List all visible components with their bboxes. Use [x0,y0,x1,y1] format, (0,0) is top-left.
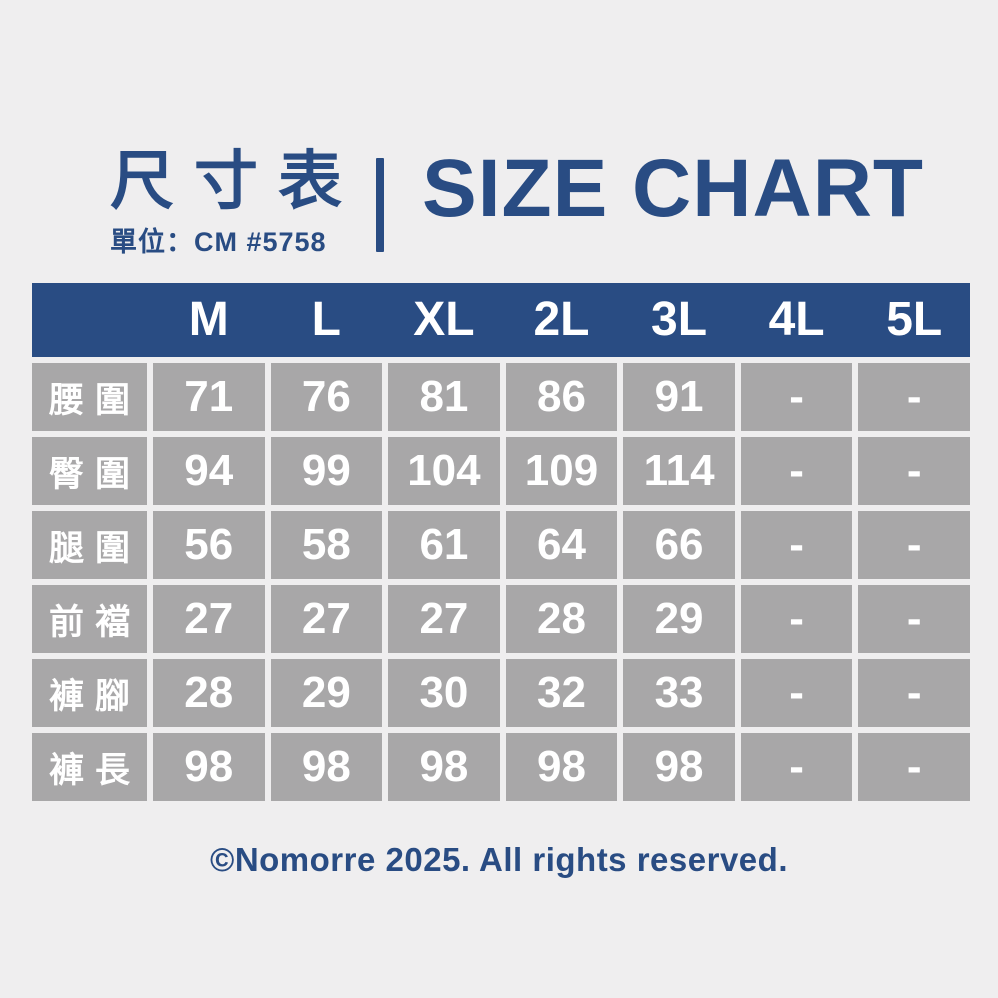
table-cell: 99 [270,437,383,505]
column-header-5l: 5L [886,293,943,346]
table-header-row: M L XL 2L 3L 4L 5L [32,283,970,357]
table-cell: 64 [505,511,618,579]
table-cell: - [858,733,970,801]
table-cell: 32 [505,659,618,727]
table-cell: - [858,511,970,579]
table-cell: 76 [270,363,383,431]
table-cell: - [858,659,970,727]
column-header-l: L [311,293,341,346]
row-label-waist: 腰圍 [32,363,147,431]
row-label-hip: 臀圍 [32,437,147,505]
table-cell: - [740,585,853,653]
table-cell: - [740,659,853,727]
table-cell: 86 [505,363,618,431]
table-cell: 29 [623,585,735,653]
table-cell: - [858,363,970,431]
table-cell: 33 [623,659,735,727]
table-cell: 98 [623,733,735,801]
copyright-text: ©Nomorre 2025. All rights reserved. [210,841,788,878]
table-cell: 30 [388,659,500,727]
table-cell: 109 [505,437,618,505]
table-cell: 56 [153,511,265,579]
row-label-leg-opening: 褲腳 [32,659,147,727]
table-cell: - [740,511,853,579]
column-header-3l: 3L [651,293,708,346]
table-cell: 58 [270,511,383,579]
column-header-4l: 4L [768,293,825,346]
size-table: M L XL 2L 3L 4L 5L 腰圍 71 76 81 86 91 - -… [32,283,970,801]
table-cell: 28 [153,659,265,727]
table-cell: 91 [623,363,735,431]
table-cell: 98 [153,733,265,801]
chinese-title-block: 尺寸表 單位：CM #5758 [110,145,362,259]
title-divider-bar [376,158,384,252]
table-cell: 27 [270,585,383,653]
column-header-2l: 2L [533,293,590,346]
table-cell: 27 [388,585,500,653]
table-cell: 98 [270,733,383,801]
title-block: 尺寸表 單位：CM #5758 SIZE CHART [110,143,924,259]
table-cell: 71 [153,363,265,431]
table-cell: - [740,733,853,801]
table-cell: - [858,585,970,653]
table-cell: 27 [153,585,265,653]
table-cell: - [740,437,853,505]
table-cell: 114 [623,437,735,505]
page-title-english: SIZE CHART [422,143,924,234]
table-cell: 66 [623,511,735,579]
table-cell: 81 [388,363,500,431]
row-label-pant-length: 褲長 [32,733,147,801]
table-cell: - [740,363,853,431]
table-cell: 104 [388,437,500,505]
table-cell: 28 [505,585,618,653]
row-label-thigh: 腿圍 [32,511,147,579]
table-cell: 98 [388,733,500,801]
column-header-xl: XL [413,293,475,346]
table-cell: 29 [270,659,383,727]
column-header-m: M [188,293,229,346]
table-cell: 61 [388,511,500,579]
table-cell: 98 [505,733,618,801]
unit-and-style-number: 單位：CM #5758 [110,227,327,258]
row-label-front-rise: 前襠 [32,585,147,653]
table-cell: 94 [153,437,265,505]
page-title-chinese: 尺寸表 [110,145,362,217]
table-cell: - [858,437,970,505]
